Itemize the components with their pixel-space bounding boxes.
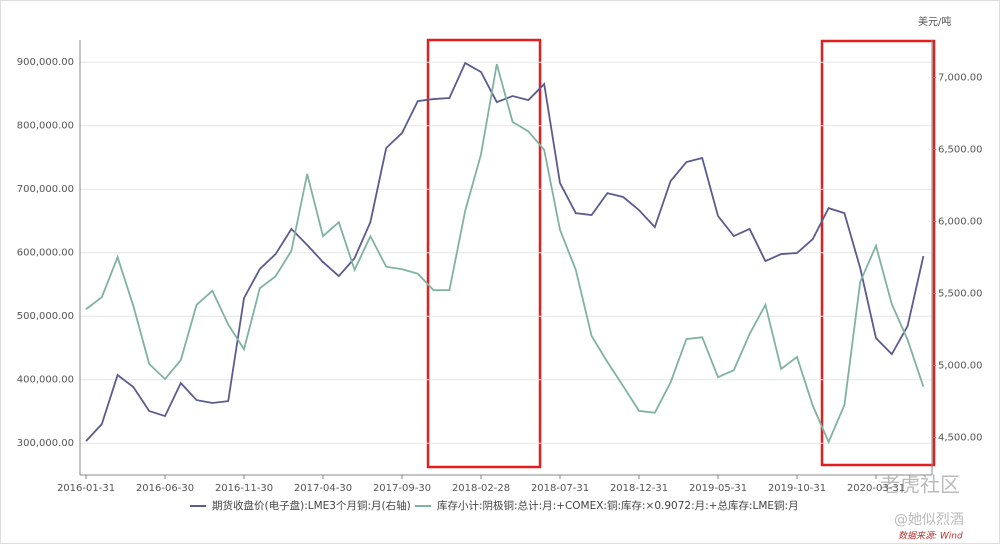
x-tick-label: 2016-01-31 — [57, 483, 115, 494]
x-tick-label: 2019-10-31 — [768, 483, 826, 494]
author: @她似烈酒 — [894, 512, 964, 528]
y-tick-label: 800,000.00 — [17, 121, 74, 132]
x-tick-label: 2020-03-31 — [847, 483, 905, 494]
y2-tick-label: 7,000.00 — [938, 72, 983, 83]
y-tick-label: 600,000.00 — [17, 248, 74, 259]
y2-unit: 美元/吨 — [918, 15, 951, 28]
y2-tick-label: 5,500.00 — [938, 289, 983, 300]
x-tick-label: 2018-02-28 — [452, 483, 510, 494]
x-tick-label: 2017-09-30 — [373, 483, 431, 494]
x-tick-label: 2018-12-31 — [610, 483, 668, 494]
x-tick-label: 2017-04-30 — [294, 483, 352, 494]
y2-tick-label: 4,500.00 — [938, 433, 983, 444]
y2-tick-label: 6,500.00 — [938, 144, 983, 155]
series-line — [85, 63, 925, 445]
x-tick-label: 2019-05-31 — [689, 483, 747, 494]
highlight-box — [426, 38, 542, 469]
x-tick-label: 2018-07-31 — [531, 483, 589, 494]
legend-label: 期货收盘价(电子盘):LME3个月铜:月(右轴) — [212, 499, 411, 512]
watermark: 老虎社区 — [880, 473, 960, 497]
y-tick-label: 400,000.00 — [17, 375, 74, 386]
y2-tick-label: 6,000.00 — [938, 216, 983, 227]
y-tick-label: 500,000.00 — [17, 311, 74, 322]
y-tick-label: 700,000.00 — [17, 184, 74, 195]
y-tick-label: 300,000.00 — [17, 438, 74, 449]
legend-label: 库存小计:阴极铜:总计:月:+COMEX:铜:库存:×0.9072:月:+总库存… — [437, 499, 799, 512]
y2-tick-label: 5,000.00 — [938, 361, 983, 372]
x-tick-label: 2016-11-30 — [215, 483, 273, 494]
series-line — [85, 61, 925, 442]
source: 数据来源: Wind — [898, 531, 963, 542]
x-tick-label: 2016-06-30 — [136, 483, 194, 494]
y-tick-label: 900,000.00 — [17, 57, 74, 68]
